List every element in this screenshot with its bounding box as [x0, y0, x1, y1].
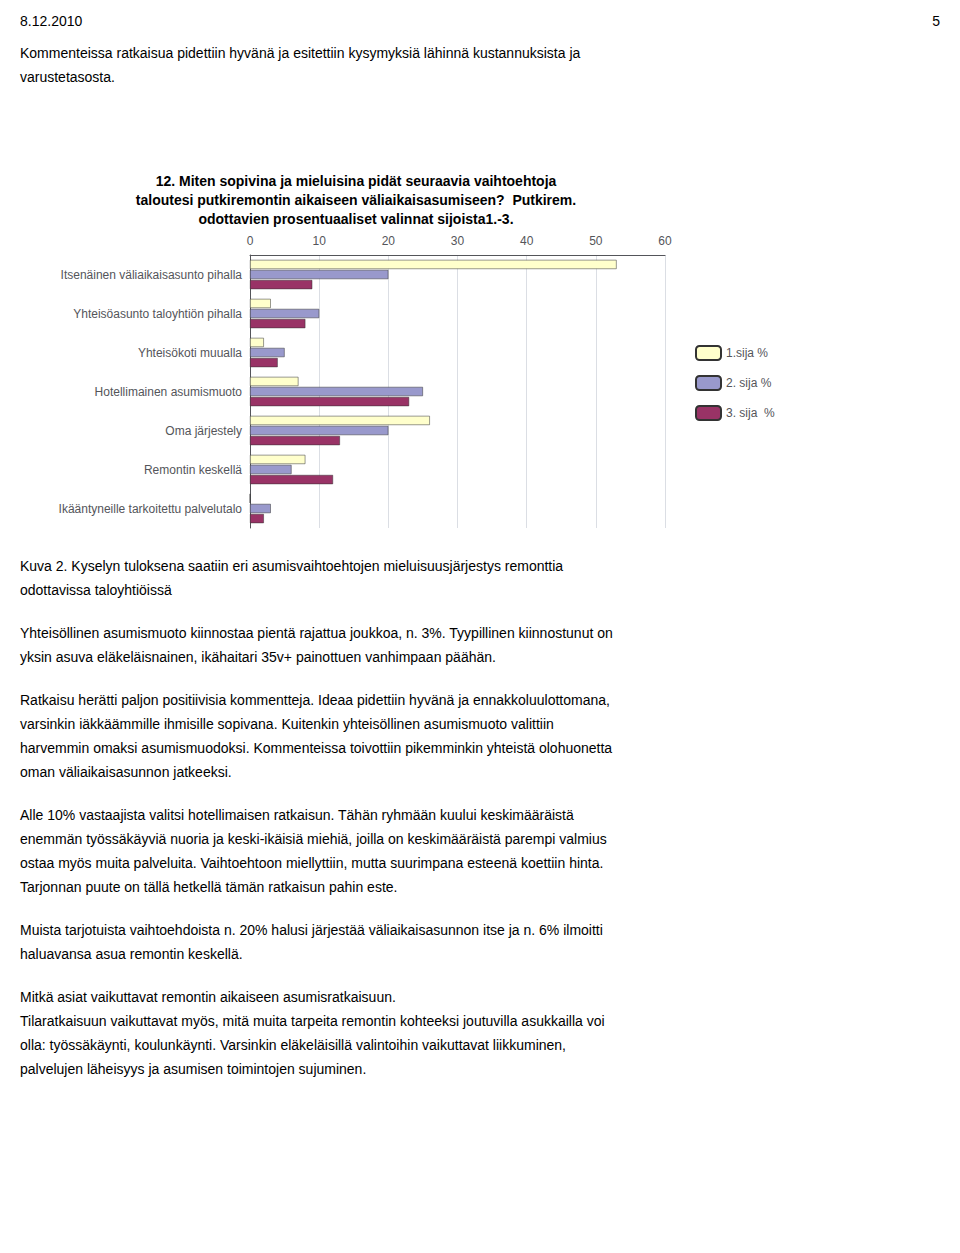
- svg-text:1.sija %: 1.sija %: [726, 346, 768, 360]
- svg-text:20: 20: [382, 234, 396, 248]
- svg-text:2. sija %: 2. sija %: [726, 376, 772, 390]
- svg-text:odottavissa taloyhtiöissä: odottavissa taloyhtiöissä: [20, 582, 172, 598]
- svg-text:Yhteisökoti muualla: Yhteisökoti muualla: [138, 346, 242, 360]
- svg-text:olla: työssäkäynti, koulunkäyn: olla: työssäkäynti, koulunkäynti. Varsin…: [20, 1037, 566, 1053]
- svg-text:5: 5: [932, 13, 940, 29]
- svg-text:Ratkaisu herätti paljon positi: Ratkaisu herätti paljon positiivisia kom…: [20, 692, 610, 708]
- svg-text:taloutesi putkiremontin aikais: taloutesi putkiremontin aikaiseen väliai…: [136, 192, 576, 208]
- svg-text:haluavansa asua remontin keske: haluavansa asua remontin keskellä.: [20, 946, 243, 962]
- svg-text:Mitkä asiat vaikuttavat remont: Mitkä asiat vaikuttavat remontin aikaise…: [20, 989, 396, 1005]
- svg-text:Kommenteissa ratkaisua pidetti: Kommenteissa ratkaisua pidettiin hyvänä …: [20, 45, 580, 61]
- svg-text:60: 60: [658, 234, 672, 248]
- svg-text:Muista tarjotuista vaihtoehdoi: Muista tarjotuista vaihtoehdoista n. 20%…: [20, 922, 603, 938]
- svg-text:Kuva 2. Kyselyn tuloksena saat: Kuva 2. Kyselyn tuloksena saatiin eri as…: [20, 558, 563, 574]
- svg-text:Itsenäinen väliaikaisasunto pi: Itsenäinen väliaikaisasunto pihalla: [61, 268, 243, 282]
- svg-text:varsinkin iäkkäämmille ihmisil: varsinkin iäkkäämmille ihmisille sopivan…: [20, 716, 554, 732]
- svg-text:3. sija %: 3. sija %: [726, 406, 775, 420]
- svg-text:Oma järjestely: Oma järjestely: [165, 424, 242, 438]
- svg-text:Tilaratkaisuun vaikuttavat myö: Tilaratkaisuun vaikuttavat myös, mitä mu…: [20, 1013, 605, 1029]
- svg-text:30: 30: [451, 234, 465, 248]
- svg-text:40: 40: [520, 234, 534, 248]
- svg-text:Tarjonnan puute on tällä hetke: Tarjonnan puute on tällä hetkellä tämän …: [20, 879, 397, 895]
- svg-text:odottavien prosentuaaliset val: odottavien prosentuaaliset valinnat sijo…: [198, 211, 513, 227]
- svg-text:Ikääntyneille tarkoitettu palv: Ikääntyneille tarkoitettu palvelutalo: [59, 502, 243, 516]
- svg-text:yksin asuva eläkeläisnainen, i: yksin asuva eläkeläisnainen, ikähaitari …: [20, 649, 496, 665]
- svg-text:Alle 10% vastaajista valitsi h: Alle 10% vastaajista valitsi hotellimais…: [20, 807, 574, 823]
- svg-text:ostaa myös muita palveluita. V: ostaa myös muita palveluita. Vaihtoehtoo…: [20, 855, 603, 871]
- svg-text:varustetasosta.: varustetasosta.: [20, 69, 115, 85]
- svg-text:enemmän työssäkäyviä nuoria ja: enemmän työssäkäyviä nuoria ja keski-ikä…: [20, 831, 607, 847]
- svg-text:oman väliaikaisasunnon jatkeek: oman väliaikaisasunnon jatkeeksi.: [20, 764, 232, 780]
- svg-text:Yhteisöasunto taloyhtiön pihal: Yhteisöasunto taloyhtiön pihalla: [73, 307, 242, 321]
- svg-text:8.12.2010: 8.12.2010: [20, 13, 82, 29]
- svg-text:50: 50: [589, 234, 603, 248]
- svg-text:12. Miten sopivina ja mieluisi: 12. Miten sopivina ja mieluisina pidät s…: [156, 173, 557, 189]
- svg-text:0: 0: [247, 234, 254, 248]
- svg-text:Remontin keskellä: Remontin keskellä: [144, 463, 242, 477]
- svg-text:harvemmin omaksi asumismuodoks: harvemmin omaksi asumismuodoksi. Komment…: [20, 740, 612, 756]
- svg-text:10: 10: [312, 234, 326, 248]
- svg-text:palvelujen läheisyys ja asumis: palvelujen läheisyys ja asumisen toimint…: [20, 1061, 366, 1077]
- svg-text:Yhteisöllinen asumismuoto kiin: Yhteisöllinen asumismuoto kiinnostaa pie…: [20, 625, 613, 641]
- svg-text:Hotellimainen asumismuoto: Hotellimainen asumismuoto: [95, 385, 243, 399]
